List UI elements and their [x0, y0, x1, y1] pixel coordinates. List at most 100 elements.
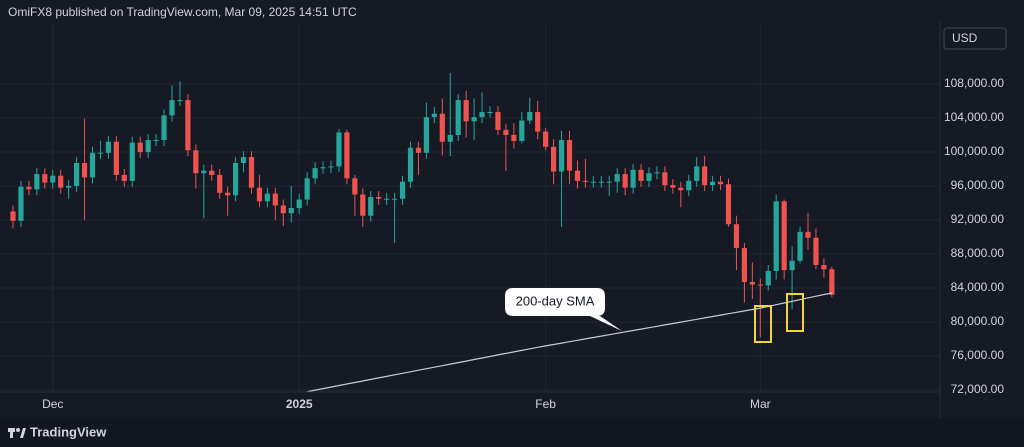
candle-body: [733, 224, 740, 249]
candle-body: [105, 141, 111, 153]
candle-body: [58, 175, 64, 188]
callout-text: 200-day SMA: [516, 293, 595, 308]
candle-body: [694, 166, 700, 181]
candle-body: [678, 187, 684, 191]
candle-body: [312, 168, 318, 179]
candle-body: [757, 284, 763, 286]
candle-body: [725, 184, 732, 225]
y-tick-label: 76,000.00: [951, 348, 1005, 362]
candle-body: [710, 181, 716, 186]
candle-body: [765, 270, 771, 286]
candle-body: [598, 181, 604, 183]
candle-body: [360, 194, 366, 216]
candle-body: [431, 113, 437, 118]
candle-body: [590, 181, 596, 183]
candle-body: [336, 132, 342, 167]
candle-body: [487, 112, 493, 114]
candle-body: [272, 193, 278, 206]
y-tick-label: 88,000.00: [951, 246, 1005, 260]
candle-body: [543, 131, 549, 147]
candle-body: [256, 187, 263, 202]
highlight-box: [754, 305, 772, 343]
candle-body: [551, 146, 557, 172]
candle-body: [638, 169, 644, 181]
candle-body: [201, 170, 207, 174]
candle-body: [10, 211, 16, 221]
candle-body: [344, 132, 350, 179]
candle-body: [296, 199, 302, 209]
candle-body: [558, 140, 565, 172]
candle-body: [185, 100, 191, 151]
candle-body: [161, 115, 167, 141]
candle-body: [240, 157, 247, 164]
y-tick-label: 72,000.00: [951, 382, 1005, 396]
candle-body: [113, 141, 119, 175]
candle-body: [66, 185, 72, 188]
candle-body: [376, 197, 382, 199]
header-text: OmiFX8 published on TradingView.com, Mar…: [8, 5, 357, 19]
candle-body: [717, 181, 724, 185]
y-tick-label: 80,000.00: [951, 314, 1005, 328]
currency: USD: [952, 31, 978, 45]
candle-body: [50, 175, 56, 183]
candle-body: [574, 170, 581, 181]
footer: [0, 418, 1024, 447]
callout-box: [505, 288, 622, 331]
candle-body: [622, 174, 628, 188]
candle-body: [407, 147, 414, 182]
candle-body: [169, 100, 175, 116]
plot: [10, 72, 835, 393]
candle-body: [81, 163, 88, 178]
candle-body: [34, 174, 40, 190]
candle-body: [527, 112, 533, 121]
candle-body: [415, 147, 422, 153]
candle-body: [97, 152, 104, 154]
candle-body: [702, 166, 708, 186]
highlight-box: [786, 293, 804, 332]
candle-body: [479, 112, 485, 118]
candle-body: [423, 117, 429, 153]
candle-body: [209, 170, 215, 175]
candle-body: [399, 181, 406, 199]
candle-body: [137, 142, 143, 152]
candle-body: [328, 166, 334, 168]
candle-body: [89, 152, 96, 178]
candle-body: [829, 269, 835, 295]
candle-body: [606, 181, 612, 183]
sma-callout: 200-day SMA: [505, 288, 622, 331]
candle-body: [42, 174, 48, 183]
x-tick-label: 2025: [286, 397, 313, 411]
y-tick-label: 92,000.00: [951, 212, 1005, 226]
candle-body: [535, 112, 541, 132]
candle-body: [384, 198, 390, 200]
candle-body: [352, 178, 358, 195]
y-tick-label: 84,000.00: [951, 280, 1005, 294]
candle-body: [805, 231, 811, 238]
candle-body: [614, 174, 620, 182]
candle-body: [129, 142, 135, 181]
sma-line: [307, 292, 833, 393]
y-tick-label: 96,000.00: [951, 178, 1005, 192]
candle-body: [495, 112, 501, 130]
candle-body: [18, 186, 24, 221]
candle-body: [781, 201, 787, 271]
candle-body: [503, 129, 509, 135]
x-tick-label: Feb: [535, 397, 556, 411]
brand-text: TradingView: [30, 424, 107, 439]
candle-body: [233, 163, 239, 196]
x-tick-label: Dec: [42, 397, 63, 411]
candle-body: [646, 173, 652, 181]
candle-body: [447, 134, 453, 142]
candle-body: [304, 178, 310, 200]
candle-body: [686, 180, 692, 191]
candle-body: [654, 172, 660, 174]
candle-body: [288, 208, 294, 214]
brand-logo: [8, 428, 26, 438]
candle-body: [582, 180, 588, 182]
candle-body: [773, 201, 779, 271]
candle-body: [153, 140, 159, 142]
candle-body: [320, 167, 326, 169]
candle-body: [145, 140, 151, 152]
candle-body: [392, 198, 398, 200]
